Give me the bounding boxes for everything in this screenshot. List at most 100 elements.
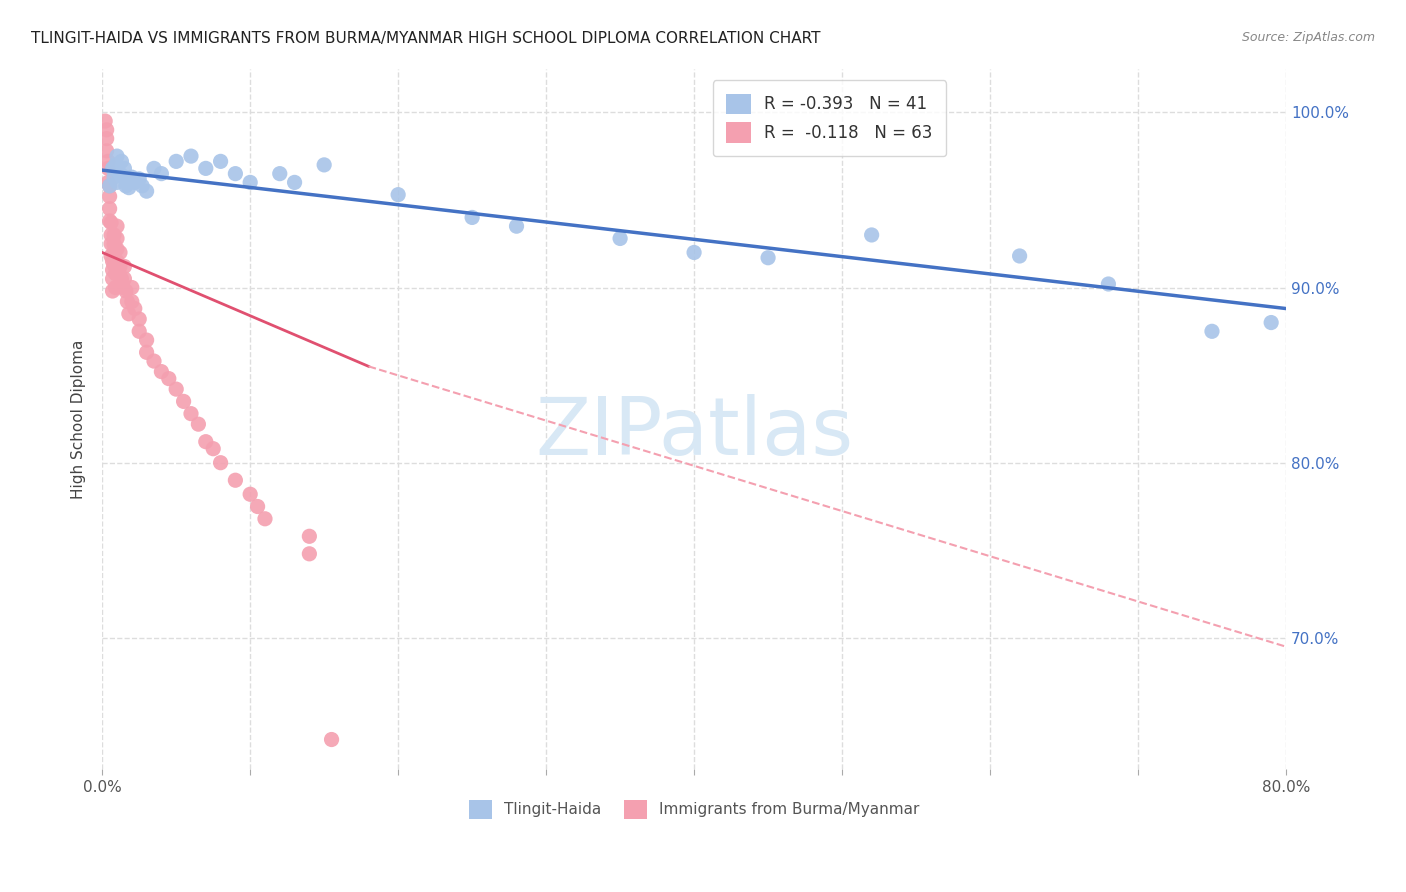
- Point: [461, 211, 484, 225]
- Point: [98, 189, 121, 203]
- Point: [253, 512, 276, 526]
- Point: [103, 236, 125, 251]
- Point: [121, 170, 143, 185]
- Point: [173, 394, 195, 409]
- Point: [194, 161, 217, 176]
- Point: [103, 245, 125, 260]
- Point: [1260, 316, 1282, 330]
- Point: [387, 187, 409, 202]
- Point: [100, 216, 122, 230]
- Point: [98, 178, 121, 193]
- Point: [112, 260, 135, 274]
- Point: [105, 163, 128, 178]
- Point: [284, 175, 307, 189]
- Point: [105, 267, 128, 281]
- Point: [110, 154, 132, 169]
- Point: [314, 158, 336, 172]
- Point: [105, 231, 128, 245]
- Point: [101, 263, 124, 277]
- Point: [202, 442, 225, 456]
- Point: [108, 167, 131, 181]
- Point: [97, 161, 120, 176]
- Point: [121, 294, 143, 309]
- Point: [209, 456, 232, 470]
- Point: [112, 272, 135, 286]
- Point: [112, 170, 135, 185]
- Point: [112, 161, 135, 176]
- Point: [97, 154, 120, 169]
- Point: [128, 172, 150, 186]
- Point: [1097, 277, 1119, 291]
- Point: [128, 312, 150, 326]
- Point: [180, 149, 202, 163]
- Point: [180, 407, 202, 421]
- Point: [150, 167, 173, 181]
- Point: [105, 149, 128, 163]
- Point: [101, 272, 124, 286]
- Point: [104, 280, 127, 294]
- Point: [103, 170, 125, 185]
- Point: [101, 161, 124, 176]
- Point: [165, 382, 187, 396]
- Point: [157, 371, 180, 385]
- Point: [103, 258, 125, 272]
- Point: [103, 227, 125, 242]
- Point: [124, 175, 146, 189]
- Point: [105, 175, 128, 189]
- Point: [108, 260, 131, 274]
- Point: [110, 272, 132, 286]
- Text: Source: ZipAtlas.com: Source: ZipAtlas.com: [1241, 31, 1375, 45]
- Point: [505, 219, 527, 234]
- Point: [115, 284, 138, 298]
- Point: [124, 301, 146, 316]
- Legend: Tlingit-Haida, Immigrants from Burma/Myanmar: Tlingit-Haida, Immigrants from Burma/Mya…: [463, 794, 925, 825]
- Point: [101, 254, 124, 268]
- Point: [135, 345, 157, 359]
- Point: [143, 161, 166, 176]
- Point: [135, 184, 157, 198]
- Point: [1201, 324, 1223, 338]
- Y-axis label: High School Diploma: High School Diploma: [72, 339, 86, 499]
- Point: [118, 307, 141, 321]
- Point: [298, 547, 321, 561]
- Point: [224, 473, 246, 487]
- Point: [94, 114, 117, 128]
- Point: [239, 175, 262, 189]
- Point: [150, 365, 173, 379]
- Point: [165, 154, 187, 169]
- Point: [224, 167, 246, 181]
- Point: [101, 284, 124, 298]
- Point: [131, 178, 153, 193]
- Point: [239, 487, 262, 501]
- Point: [609, 231, 631, 245]
- Point: [121, 280, 143, 294]
- Point: [298, 529, 321, 543]
- Point: [96, 123, 118, 137]
- Point: [246, 500, 269, 514]
- Point: [105, 219, 128, 234]
- Point: [104, 158, 127, 172]
- Point: [105, 242, 128, 256]
- Point: [98, 202, 121, 216]
- Point: [128, 324, 150, 338]
- Point: [187, 417, 209, 432]
- Point: [96, 144, 118, 158]
- Text: ZIPatlas: ZIPatlas: [536, 394, 853, 472]
- Point: [117, 175, 139, 189]
- Point: [111, 280, 134, 294]
- Point: [100, 249, 122, 263]
- Point: [115, 178, 138, 193]
- Point: [756, 251, 779, 265]
- Point: [105, 254, 128, 268]
- Point: [100, 236, 122, 251]
- Point: [118, 180, 141, 194]
- Point: [683, 245, 706, 260]
- Point: [194, 434, 217, 449]
- Point: [98, 214, 121, 228]
- Point: [104, 267, 127, 281]
- Point: [860, 227, 883, 242]
- Text: TLINGIT-HAIDA VS IMMIGRANTS FROM BURMA/MYANMAR HIGH SCHOOL DIPLOMA CORRELATION C: TLINGIT-HAIDA VS IMMIGRANTS FROM BURMA/M…: [31, 31, 821, 46]
- Point: [117, 294, 139, 309]
- Point: [269, 167, 291, 181]
- Point: [96, 131, 118, 145]
